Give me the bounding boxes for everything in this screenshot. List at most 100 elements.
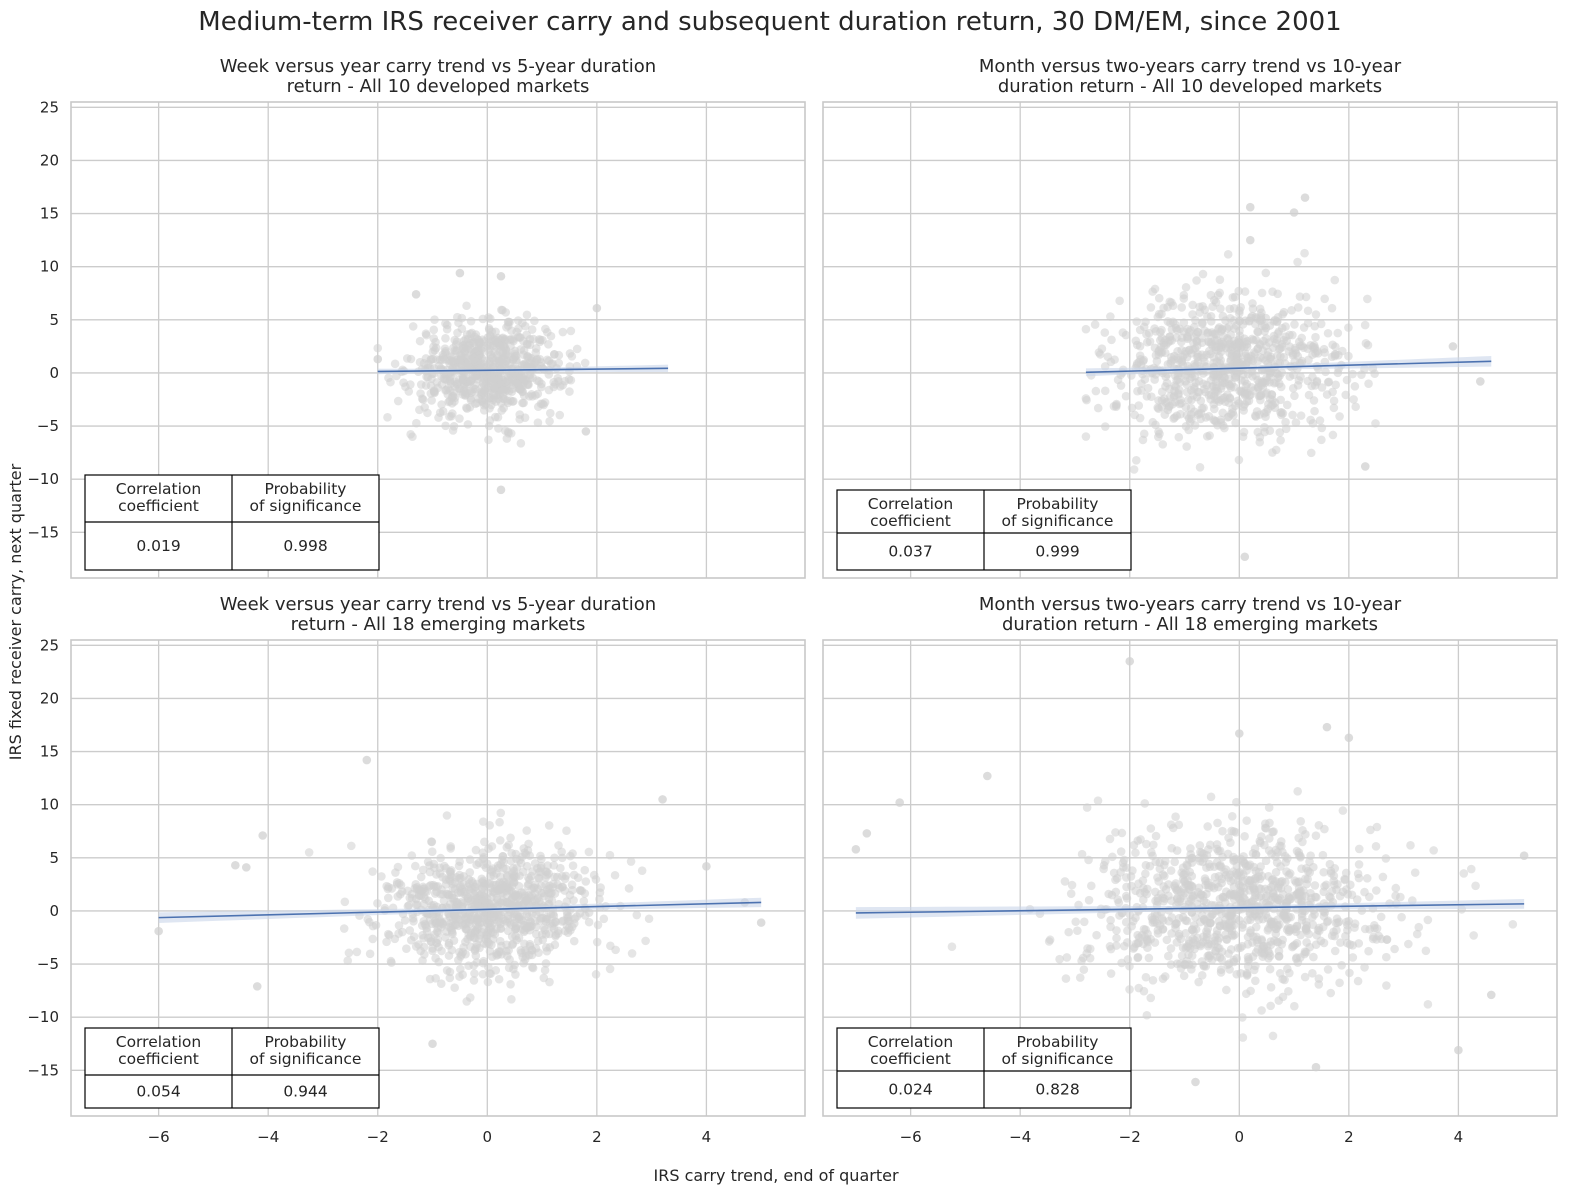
scatter-point <box>1264 803 1274 812</box>
scatter-point <box>445 412 454 421</box>
scatter-point <box>555 410 565 420</box>
scatter-point <box>1327 303 1337 313</box>
scatter-point <box>1294 376 1304 385</box>
scatter-point <box>1459 869 1469 878</box>
scatter-point <box>422 923 431 933</box>
scatter-point <box>1404 939 1413 949</box>
scatter-point <box>448 883 457 893</box>
scatter-point <box>1169 414 1178 423</box>
scatter-point <box>1084 895 1094 905</box>
scatter-point <box>1328 430 1338 440</box>
scatter-point <box>466 357 475 367</box>
scatter-point <box>947 942 957 952</box>
scatter-point <box>1335 412 1344 421</box>
scatter-point <box>1330 275 1340 285</box>
scatter-point <box>1158 974 1168 983</box>
scatter-point <box>1346 880 1355 890</box>
scatter-point <box>1324 377 1334 387</box>
scatter-point <box>1139 322 1149 332</box>
scatter-point <box>1192 341 1202 351</box>
scatter-point <box>477 874 487 884</box>
scatter-point <box>516 345 526 354</box>
y-tick-label: −15 <box>27 523 59 541</box>
regression-line <box>855 903 1525 914</box>
scatter-point <box>1285 968 1294 978</box>
scatter-point <box>596 883 605 892</box>
scatter-point <box>431 337 440 347</box>
x-tick-label: 0 <box>483 1128 493 1146</box>
scatter-point <box>1256 391 1265 400</box>
scatter-point <box>371 920 381 930</box>
scatter-point <box>1330 946 1340 956</box>
scatter-point <box>1466 864 1476 874</box>
scatter-point <box>519 391 529 400</box>
scatter-point <box>462 301 471 311</box>
scatter-point <box>484 844 493 853</box>
scatter-point <box>506 341 515 351</box>
scatter-point <box>1092 930 1101 940</box>
scatter-point <box>1188 300 1197 310</box>
scatter-point <box>1209 862 1219 872</box>
scatter-point <box>1140 799 1150 808</box>
scatter-point <box>407 851 417 860</box>
scatter-point <box>1230 373 1240 382</box>
scatter-point <box>1382 981 1391 990</box>
scatter-point <box>1250 844 1260 853</box>
scatter-point <box>1223 849 1233 859</box>
scatter-point <box>1293 303 1303 312</box>
scatter-point <box>1275 969 1285 978</box>
scatter-point <box>1157 325 1166 335</box>
scatter-point <box>1421 946 1431 956</box>
scatter-point <box>1213 818 1222 828</box>
scatter-point <box>1274 344 1284 354</box>
scatter-point <box>1303 318 1313 328</box>
scatter-point <box>1312 377 1322 387</box>
scatter-point <box>384 373 393 383</box>
y-tick-label: −15 <box>27 1061 59 1079</box>
scatter-point <box>516 438 526 448</box>
x-tick-label: 0 <box>1235 1128 1245 1146</box>
scatter-point <box>516 384 526 394</box>
scatter-point <box>494 424 503 433</box>
scatter-point <box>1264 871 1273 881</box>
scatter-point <box>1268 287 1277 296</box>
scatter-point <box>1149 840 1158 850</box>
scatter-point <box>1261 824 1271 833</box>
scatter-point <box>1318 850 1328 860</box>
scatter-point <box>1372 935 1381 944</box>
scatter-point <box>1329 396 1339 406</box>
scatter-point <box>1125 961 1134 971</box>
scatter-point <box>554 841 563 850</box>
x-tick-label: 4 <box>702 1128 712 1146</box>
y-tick-label: 5 <box>49 849 59 867</box>
scatter-point <box>1235 916 1244 925</box>
scatter-point <box>1157 395 1167 405</box>
scatter-point <box>1224 949 1233 958</box>
scatter-point <box>1146 934 1155 944</box>
scatter-point <box>756 918 766 927</box>
scatter-point <box>392 878 402 887</box>
scatter-point <box>1135 351 1145 360</box>
scatter-point <box>1341 390 1351 400</box>
scatter-point <box>1348 369 1357 379</box>
scatter-point <box>1111 828 1120 837</box>
scatter-point <box>416 872 426 882</box>
scatter-point <box>1179 318 1189 327</box>
scatter-point <box>983 771 992 781</box>
scatter-point <box>862 829 872 838</box>
scatter-panel-1: −15 −10 −5 0 5 10 15 20 25 Week versus year carry… <box>27 56 806 579</box>
scatter-point <box>533 418 543 427</box>
scatter-point <box>1236 872 1246 881</box>
y-tick-label: 10 <box>40 258 59 276</box>
scatter-point <box>1274 952 1284 961</box>
scatter-point <box>1311 940 1321 949</box>
x-tick-label: −6 <box>900 1128 922 1146</box>
scatter-point <box>518 318 527 328</box>
scatter-point <box>1348 953 1358 962</box>
scatter-point <box>1354 860 1364 869</box>
scatter-point <box>1301 292 1311 302</box>
panel-title-line: duration return - All 18 emerging market… <box>1002 614 1378 635</box>
scatter-point <box>1167 336 1176 345</box>
scatter-point <box>450 983 459 993</box>
